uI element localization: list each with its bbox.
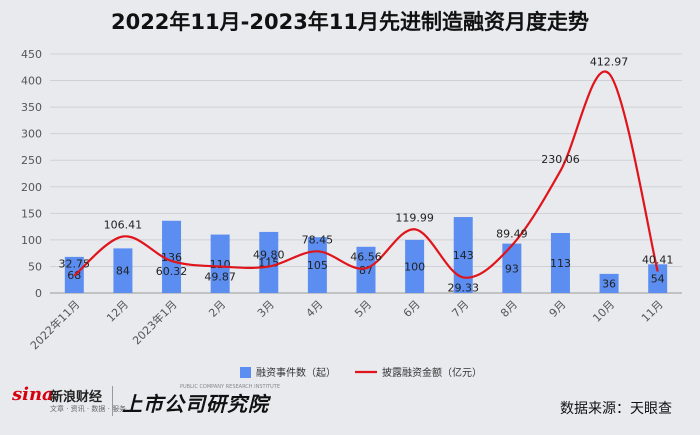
sina-finance-logo: sina 新浪财经 文章 · 资讯 · 数据 · 服务 [12,384,126,424]
x-tick-label: 10月 [590,298,617,325]
line-value-label: 46.56 [350,250,382,263]
legend: 融资事件数（起） 披露融资金额（亿元） [240,366,482,379]
x-tick-label: 6月 [401,298,423,320]
x-axis: 2022年11月 12月 2023年1月 2月 3月 4月 5月 6月 7月 8月 9月 10月 11月 [27,297,666,352]
bar [648,264,668,293]
x-tick-label: 7月 [449,298,471,320]
line-path [73,70,659,279]
x-tick-label: 3月 [255,298,277,320]
line-value-label: 32.75 [59,258,91,271]
sina-finance-name: 新浪财经 [50,390,103,405]
line-value-label: 60.32 [156,265,188,278]
y-tick-label: 150 [21,207,42,220]
legend-line-label: 披露融资金额（亿元） [382,366,482,379]
sina-logo-word: sina [12,384,54,405]
x-tick-label: 12月 [104,298,131,325]
bar [453,217,473,293]
bar [405,239,425,293]
legend-bar-label: 融资事件数（起） [256,366,336,379]
chart-title: 2022年11月-2023年11月先进制造融资月度走势 [110,10,590,34]
y-tick-label: 250 [21,154,42,167]
line-value-label: 106.41 [104,218,143,231]
x-tick-label: 11月 [639,298,666,325]
x-tick-label: 2022年11月 [27,297,82,352]
bar-value-label: 100 [404,260,425,273]
bar [599,273,619,293]
bar-value-label: 136 [161,251,182,264]
bar [113,248,133,293]
data-source: 数据来源：天眼查 [560,401,672,417]
y-tick-label: 200 [21,181,42,194]
y-tick-label: 350 [21,101,42,114]
line-value-label: 40.41 [642,254,674,267]
line-series: 32.75 106.41 60.32 49.87 49.80 78.45 46.56 119.… [59,56,674,295]
line-value-label: 230.06 [541,153,580,166]
line-value-label: 119.99 [395,211,434,224]
line-value-label: 412.97 [590,56,629,69]
research-institute-english: PUBLIC COMPANY RESEARCH INSTITUTE [180,384,280,390]
bar [259,231,279,293]
bar-value-label: 84 [116,265,130,278]
research-institute-logo: PUBLIC COMPANY RESEARCH INSTITUTE 上市公司研究… [120,384,280,424]
line-value-label: 29.33 [447,281,479,294]
bar-value-label: 93 [505,262,519,275]
sina-finance-subtitle: 文章 · 资讯 · 数据 · 服务 [50,405,127,413]
y-tick-label: 0 [35,287,42,300]
y-tick-label: 50 [28,260,42,273]
y-tick-label: 100 [21,234,42,247]
bar-value-label: 110 [210,258,231,271]
research-institute-name: 上市公司研究院 [122,392,269,416]
line-value-label: 49.80 [253,249,285,262]
y-axis: 0 50 100 150 200 250 300 350 400 450 [21,48,42,300]
bar [502,243,522,293]
x-tick-label: 9月 [547,298,569,320]
bar-value-label: 54 [651,273,665,286]
y-tick-label: 400 [21,75,42,88]
y-tick-label: 300 [21,128,42,141]
bar [210,234,230,293]
x-tick-label: 2月 [206,298,228,320]
y-tick-label: 450 [21,48,42,61]
bar-value-label: 143 [453,249,474,262]
bar [162,220,182,293]
footer-divider [112,386,113,416]
line-value-label: 78.45 [302,233,334,246]
bar [356,246,376,293]
line-value-label: 89.49 [496,227,528,240]
bar [550,232,570,293]
line-value-label: 49.87 [204,271,236,284]
x-tick-label: 5月 [352,298,374,320]
x-tick-label: 4月 [304,298,326,320]
legend-bar-swatch [240,367,251,378]
x-tick-label: 2023年1月 [129,297,179,347]
bar-value-label: 113 [550,257,571,270]
x-tick-label: 8月 [498,298,520,320]
bar-value-label: 36 [602,277,616,290]
bar-value-label: 105 [307,259,328,272]
